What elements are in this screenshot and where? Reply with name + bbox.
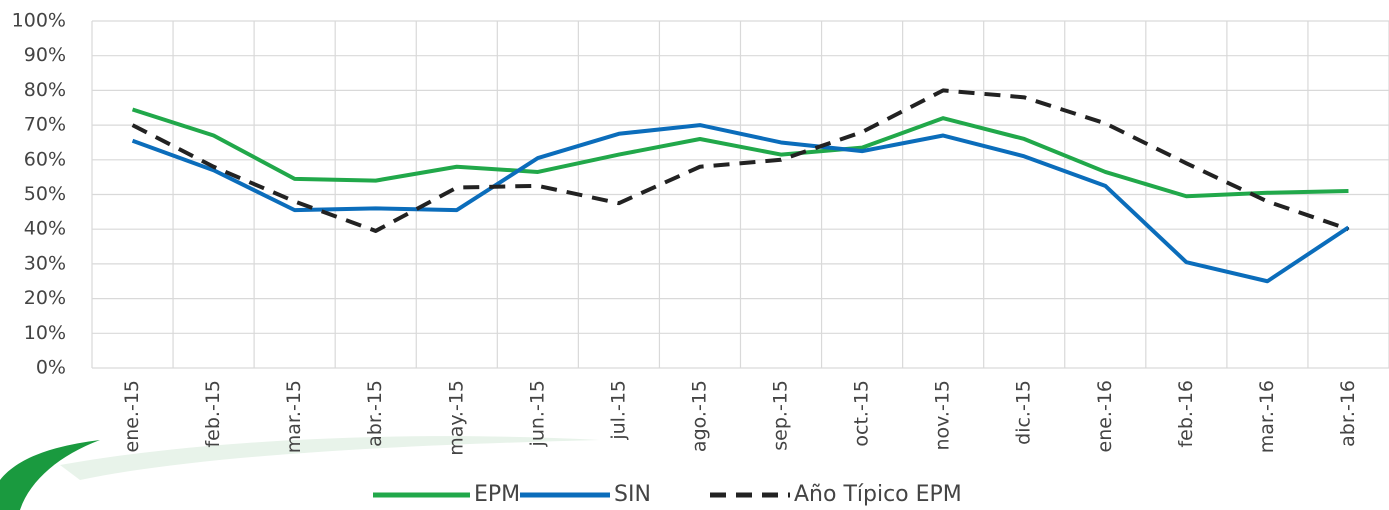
x-tick-label: jun.-15: [526, 380, 548, 447]
x-tick-label: oct.-15: [851, 380, 873, 447]
x-tick-label: dic.-15: [1013, 380, 1035, 445]
y-tick-label: 80%: [24, 79, 66, 101]
x-tick-label: feb.-15: [202, 380, 224, 448]
data-line: [131, 107, 1349, 199]
x-tick-label: ago.-15: [688, 380, 710, 452]
x-tick-label: ene.-15: [121, 380, 143, 453]
decoration: [0, 440, 100, 510]
x-tick-label: ene.-16: [1094, 380, 1116, 453]
x-tick-label: may.-15: [445, 380, 467, 456]
x-tick-label: abr.-16: [1337, 380, 1359, 447]
y-tick-label: 60%: [24, 148, 66, 170]
data-line: [131, 123, 1350, 284]
x-tick-label: jul.-15: [607, 380, 629, 441]
x-tick-label: mar.-15: [283, 380, 305, 453]
legend-label: Año Típico EPM: [794, 482, 962, 507]
legend-label: SIN: [614, 482, 651, 507]
decoration: [60, 436, 600, 480]
data-line: [131, 88, 1350, 233]
y-tick-label: 0%: [36, 357, 66, 379]
y-tick-label: 90%: [24, 44, 66, 66]
x-tick-label: nov.-15: [932, 380, 954, 451]
x-tick-label: sep.-15: [770, 380, 792, 451]
y-tick-label: 30%: [24, 252, 66, 274]
y-tick-label: 50%: [24, 183, 66, 205]
y-tick-label: 100%: [12, 10, 66, 32]
y-tick-label: 20%: [24, 287, 66, 309]
y-tick-label: 40%: [24, 218, 66, 240]
y-tick-label: 70%: [24, 114, 66, 136]
legend-label: EPM: [474, 482, 520, 507]
x-tick-label: mar.-16: [1256, 380, 1278, 453]
x-tick-label: feb.-16: [1175, 380, 1197, 448]
x-tick-label: abr.-15: [364, 380, 386, 447]
y-tick-label: 10%: [24, 322, 66, 344]
